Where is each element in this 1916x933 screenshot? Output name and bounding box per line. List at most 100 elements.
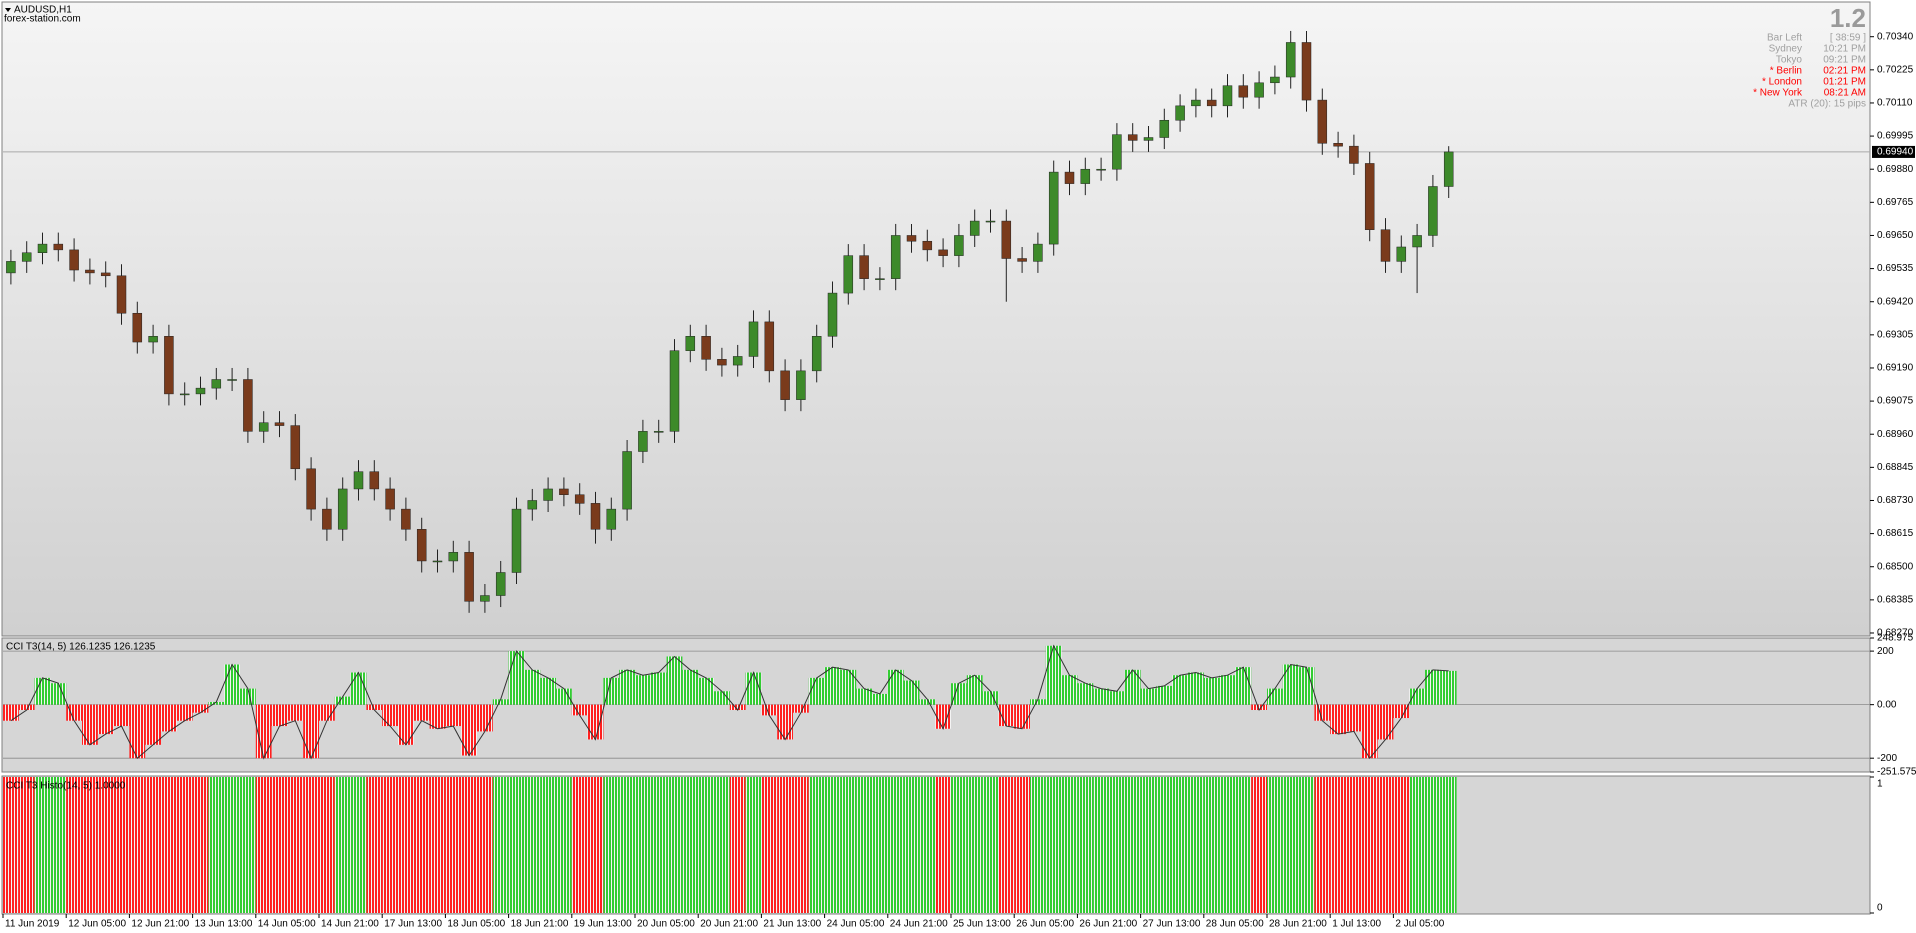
cci-bar — [319, 704, 335, 721]
cci-bar — [587, 704, 604, 740]
x-tick-label: 18 Jun 21:00 — [511, 919, 569, 930]
y-tick-label: 248.975 — [1877, 633, 1914, 644]
y-tick-label: 0.69535 — [1877, 263, 1914, 274]
histo-bar — [556, 777, 572, 913]
histo-bar — [698, 777, 714, 913]
cci-bar — [208, 701, 225, 705]
candle-body — [369, 471, 380, 490]
cci-bar — [1061, 675, 1078, 705]
cci-bar — [1361, 704, 1378, 759]
y-tick-label: 1 — [1877, 779, 1883, 790]
candle-body — [21, 252, 32, 262]
cci-bar — [729, 704, 746, 711]
histo-bar — [935, 777, 951, 913]
candle-body — [780, 370, 790, 400]
info-name: Tokyo — [1776, 55, 1803, 66]
candle-body — [179, 393, 190, 396]
candle-body — [385, 488, 395, 510]
cci-bar — [793, 704, 809, 713]
menu-arrow[interactable] — [5, 8, 11, 12]
candle-body — [243, 379, 253, 432]
y-tick-label: 0.68500 — [1877, 561, 1914, 572]
x-tick-label: 19 Jun 13:00 — [574, 919, 632, 930]
histo-bar — [1014, 777, 1030, 913]
x-tick-label: 20 Jun 05:00 — [637, 919, 695, 930]
candle-body — [227, 379, 237, 381]
candle-body — [432, 560, 443, 563]
cci-bar — [1109, 691, 1125, 705]
candle-body — [511, 508, 522, 573]
histo-bar — [1251, 777, 1267, 913]
candle-body — [1080, 168, 1091, 184]
cci-line — [10, 644, 1449, 760]
candle-body — [322, 508, 332, 530]
candle-body — [1206, 99, 1217, 107]
candle-body — [1254, 82, 1264, 98]
candle-body — [890, 235, 901, 279]
cci-bar — [745, 672, 762, 705]
histo-bar — [1282, 777, 1299, 913]
cci-bar — [872, 693, 888, 705]
cci-bar — [840, 669, 857, 705]
histo-bar — [824, 777, 841, 913]
cci-bar — [1409, 688, 1425, 705]
candle-body — [559, 488, 569, 495]
candle-body — [1001, 220, 1012, 259]
histo-bar — [1314, 777, 1331, 913]
histo-bar — [1172, 777, 1188, 913]
candle-body — [132, 312, 143, 343]
candle-body — [211, 379, 222, 389]
candle-body — [717, 359, 727, 366]
histo-bar — [1109, 777, 1125, 913]
histo-bar — [619, 777, 635, 913]
histo-bar — [129, 777, 146, 913]
candle-body — [6, 261, 16, 274]
info-value: 09:21 PM — [1823, 55, 1866, 66]
histo-bar — [319, 777, 335, 913]
candle-body — [53, 243, 64, 251]
cci-bar — [461, 704, 477, 756]
candle-body — [164, 336, 174, 395]
cci-bar — [398, 704, 414, 745]
histo-bar — [161, 777, 177, 913]
histo-bar — [508, 777, 525, 913]
cci-bar — [477, 704, 493, 732]
histo-bar — [224, 777, 240, 913]
candle-body — [37, 243, 48, 253]
cci-bar — [603, 677, 620, 705]
cci-bar — [1235, 667, 1252, 705]
candle-body — [1048, 171, 1059, 245]
cci-bar — [1124, 669, 1141, 705]
candle-body — [796, 370, 806, 400]
cci-bar — [1077, 683, 1094, 705]
x-tick-label: 25 Jun 13:00 — [953, 919, 1011, 930]
x-tick-label: 20 Jun 21:00 — [700, 919, 758, 930]
histo-bar — [18, 777, 35, 913]
x-tick-label: 12 Jun 05:00 — [68, 919, 126, 930]
cci-bar — [1172, 675, 1188, 705]
y-tick-label: 0.00 — [1877, 699, 1897, 710]
x-tick-label: 1 Jul 13:00 — [1332, 919, 1381, 930]
histo-bar — [413, 777, 430, 913]
candle-body — [1175, 105, 1185, 121]
info-name: Bar Left — [1767, 33, 1802, 44]
y-tick-label: 0.68960 — [1877, 429, 1914, 440]
cci-bar — [1093, 688, 1109, 705]
histo-bar — [3, 777, 19, 913]
candle-body — [590, 503, 601, 530]
candle-body — [859, 255, 869, 279]
candle-body — [195, 387, 206, 395]
histo-bar — [366, 777, 383, 913]
cci-bar — [1030, 699, 1046, 705]
cci-bar — [650, 672, 667, 705]
histo-bar — [50, 777, 67, 913]
atr: ATR (20): 15 pips — [1788, 99, 1866, 110]
x-tick-label: 28 Jun 05:00 — [1206, 919, 1264, 930]
candle-body — [1064, 171, 1075, 184]
histo-bar — [840, 777, 857, 913]
cci-bar — [966, 675, 983, 705]
y-tick-label: 0.69995 — [1877, 131, 1914, 142]
cci-bar — [571, 704, 588, 716]
candle-body — [764, 321, 775, 372]
histo-bar — [761, 777, 778, 913]
